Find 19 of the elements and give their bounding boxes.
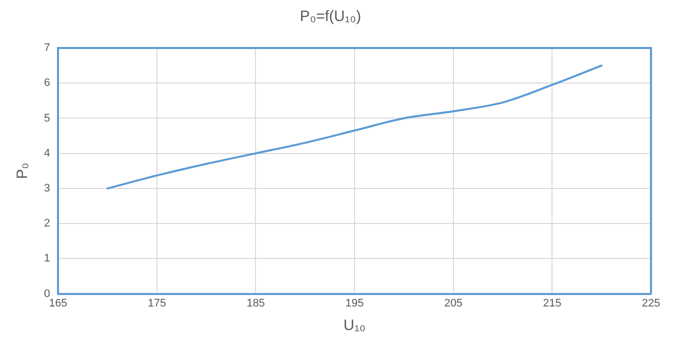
x-tick-label: 215: [543, 297, 562, 310]
x-tick-label: 225: [642, 297, 660, 310]
y-tick-label: 2: [44, 218, 50, 230]
y-tick-label: 6: [44, 77, 50, 90]
x-tick-label: 195: [345, 297, 364, 310]
x-tick-label: 165: [48, 297, 68, 310]
y-tick-label: 1: [44, 252, 50, 265]
y-axis-title: P₀: [14, 162, 32, 180]
y-tick-label: 0: [44, 288, 50, 300]
x-tick-label: 185: [246, 297, 265, 310]
y-tick-label: 5: [44, 112, 50, 124]
y-tick-label: 7: [44, 42, 50, 54]
line-series: [106, 64, 603, 190]
x-axis-title: U₁₀: [343, 317, 366, 334]
chart-title: P₀=f(U₁₀): [300, 8, 362, 26]
y-tick-label: 4: [44, 147, 50, 160]
x-tick-label: 205: [444, 297, 463, 310]
y-tick-label: 3: [44, 182, 50, 194]
x-tick-label: 175: [148, 297, 166, 310]
